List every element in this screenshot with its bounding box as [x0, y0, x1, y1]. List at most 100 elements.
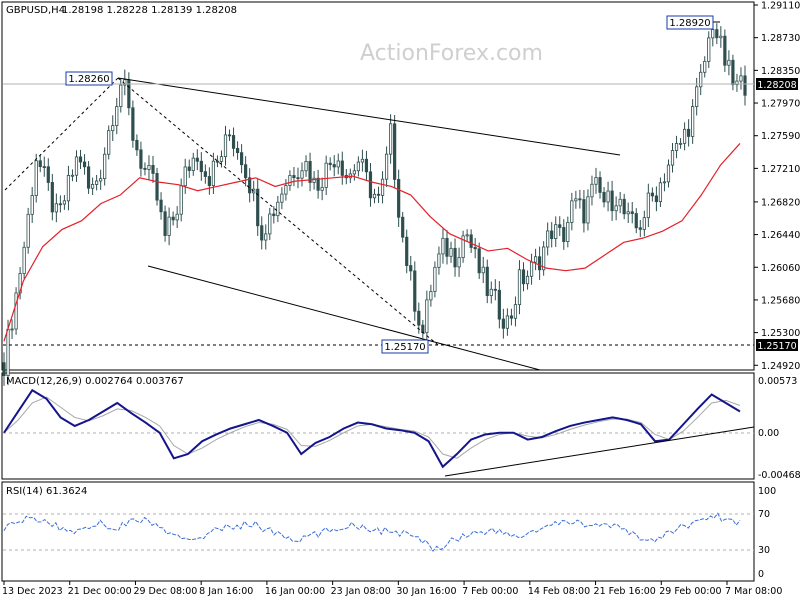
candle-body — [393, 123, 397, 180]
time-tick-label: 29 Dec 08:00 — [133, 586, 197, 597]
candle-body — [151, 165, 155, 174]
candle-body — [409, 265, 413, 272]
time-axis: 13 Dec 2023 21 Dec 00:00 29 Dec 08:00 8 Jan… — [2, 581, 782, 597]
dashed-trendline-up — [4, 77, 119, 191]
support-price-tag-label: 1.25170 — [757, 341, 796, 352]
candle-body — [582, 199, 586, 224]
candle-body — [622, 198, 626, 215]
candle-body — [554, 224, 558, 240]
candle-body — [497, 289, 501, 320]
candle-body — [312, 177, 316, 183]
candle-body — [332, 164, 336, 168]
candle-body — [324, 162, 328, 188]
candle-body — [678, 142, 683, 145]
rsi-panel — [1, 481, 755, 582]
current-price-tag-label: 1.28208 — [757, 80, 796, 91]
candle-body — [256, 188, 260, 227]
candle-body — [115, 106, 119, 126]
candle-body — [78, 156, 83, 163]
candle-body — [14, 292, 18, 330]
candle-body — [95, 180, 99, 185]
candle-body — [642, 217, 646, 230]
price-tick-label: 1.29110 — [761, 1, 800, 12]
header-ohlc: 1.28198 1.28228 1.28139 1.28208 — [62, 5, 237, 16]
time-tick-label: 8 Jan 16:00 — [199, 586, 253, 597]
candle-body — [10, 328, 14, 331]
time-tick-label: 13 Dec 2023 — [2, 586, 63, 597]
candle-body — [493, 288, 497, 291]
candle-body — [405, 236, 409, 267]
candle-body — [86, 166, 91, 189]
candle-body — [646, 192, 650, 219]
price-axis: 1.29110 1.28730 1.28350 1.27970 1.27590 1.272… — [754, 1, 800, 372]
candle-body — [614, 205, 618, 212]
candle-body — [316, 177, 320, 191]
candle-body — [566, 221, 570, 242]
candle-body — [397, 179, 401, 218]
candle-body — [372, 193, 377, 199]
candle-body — [529, 261, 534, 277]
time-tick-label: 23 Jan 08:00 — [331, 586, 391, 597]
support-price-tag — [756, 339, 798, 351]
macd-title: MACD(12,26,9) 0.002764 0.003767 — [6, 376, 184, 387]
candle-body — [328, 162, 332, 165]
candle-body — [159, 199, 163, 213]
candle-body — [368, 171, 373, 199]
candle-body — [26, 213, 30, 248]
candle-body — [509, 315, 514, 319]
candle-body — [34, 160, 38, 196]
candle-body — [58, 203, 62, 206]
price-tick-label: 1.27210 — [761, 164, 800, 175]
candle-body — [203, 171, 207, 177]
candle-body — [38, 160, 42, 167]
macd-main-line — [3, 388, 741, 469]
candle-body — [457, 257, 461, 268]
candle-body — [260, 225, 264, 241]
time-tick-label: 14 Feb 08:00 — [528, 586, 590, 597]
candle-body — [525, 275, 530, 285]
candle-body — [175, 213, 179, 221]
candle-body — [6, 328, 10, 376]
candle-body — [433, 266, 437, 292]
annotation-label: 1.28920 — [669, 18, 710, 29]
candle-body — [183, 166, 187, 187]
candle-body — [618, 198, 622, 207]
candle-body — [356, 161, 360, 172]
candle-body — [445, 237, 449, 257]
candle-body — [513, 304, 518, 319]
candle-body — [227, 134, 232, 137]
candle-body — [304, 161, 308, 172]
candle-body — [272, 213, 276, 217]
candle-body — [231, 135, 236, 149]
price-tick-label: 1.27590 — [761, 131, 800, 142]
candle-body — [421, 324, 425, 334]
annotation-label: 1.28260 — [68, 74, 109, 85]
candle-body — [703, 60, 707, 73]
candle-body — [135, 139, 139, 151]
candle-body — [413, 270, 417, 312]
candle-body — [284, 185, 288, 195]
candle-body — [658, 182, 663, 203]
candle-body — [107, 130, 111, 155]
candle-body — [139, 149, 143, 169]
candle-body — [473, 247, 477, 250]
candle-body — [562, 227, 566, 242]
candle-body — [610, 190, 614, 212]
candle-body — [626, 211, 630, 215]
candle-body — [578, 198, 582, 201]
sma-layer — [3, 143, 741, 342]
candle-body — [735, 80, 739, 86]
time-tick-label: 30 Jan 16:00 — [396, 586, 456, 597]
channel-upper-line — [117, 77, 621, 156]
candle-body — [477, 248, 481, 274]
price-tick-label: 1.24920 — [761, 361, 800, 372]
candle-body — [219, 156, 224, 162]
candle-body — [66, 175, 71, 202]
candle-body — [54, 203, 58, 213]
candle-body — [167, 216, 171, 236]
candle-body — [727, 59, 731, 66]
candle-body — [163, 211, 167, 236]
candle-body — [42, 166, 46, 168]
macd-tick-top: 0.00573 — [758, 376, 797, 387]
candle-body — [280, 193, 284, 203]
